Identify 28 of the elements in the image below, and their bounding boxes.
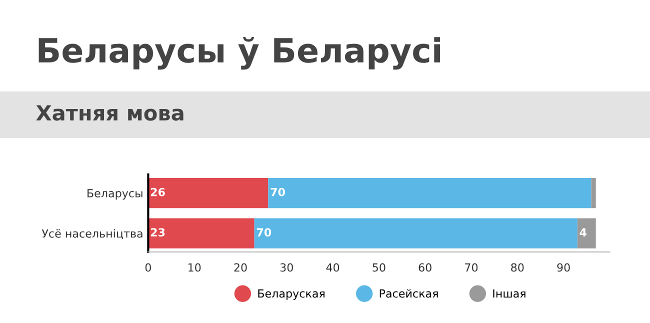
bar	[148, 218, 254, 248]
x-tick-label: 20	[234, 263, 247, 272]
x-tick-label: 70	[465, 263, 478, 272]
data-label: 23	[150, 228, 165, 237]
bar	[268, 178, 592, 208]
x-tick-label: 40	[326, 263, 340, 272]
x-tick-label: 90	[557, 263, 570, 272]
data-label: 70	[256, 228, 272, 237]
data-label: 26	[150, 188, 165, 196]
bar	[591, 178, 596, 208]
y-tick-label: Беларусы	[88, 189, 142, 200]
legend-label: Беларуская	[258, 289, 325, 300]
x-tick-label: 80	[511, 263, 524, 272]
data-label: 4	[580, 228, 586, 236]
data-label: 70	[270, 188, 285, 196]
x-tick-label: 30	[280, 263, 293, 272]
chart-subtitle: Хатняя мова	[36, 105, 184, 121]
x-tick-label: 10	[188, 263, 201, 272]
y-tick-label: Усё насельніцтва	[42, 229, 142, 240]
x-tick-label: 50	[372, 263, 386, 272]
bar	[148, 178, 268, 208]
legend-label: Расейская	[380, 289, 438, 298]
bar	[577, 218, 596, 248]
x-tick-label: 0	[145, 263, 151, 272]
bar	[254, 218, 578, 248]
x-tick-label: 60	[418, 263, 432, 272]
chart-title: Беларусы ў Беларусі	[38, 36, 440, 70]
legend-label: Іншая	[493, 289, 526, 298]
